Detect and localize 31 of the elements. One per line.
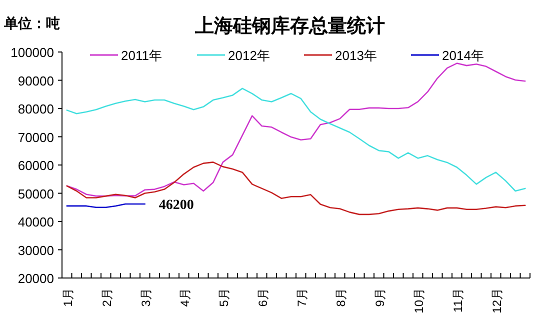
line-series [66,88,526,192]
chart-title: 上海硅钢库存总量统计 [194,15,385,37]
y-tick-label: 40000 [18,214,54,230]
legend-label: 2012年 [228,48,270,63]
y-tick-label: 100000 [10,45,54,60]
x-tick-label: 7月 [294,288,309,307]
y-tick-label: 90000 [18,73,54,88]
line-series [66,62,526,197]
x-tick-label: 2月 [100,288,114,307]
y-tick-label: 60000 [18,158,54,173]
legend-label: 2013年 [335,48,377,63]
y-tick-label: 70000 [18,130,54,145]
y-axis-title: 单位：吨 [3,15,60,31]
x-tick-label: 8月 [334,288,348,307]
y-tick-label: 20000 [18,271,54,286]
x-tick-label: 11月 [450,288,465,312]
x-tick-label: 10月 [412,288,426,314]
legend-label: 2014年 [442,48,484,63]
legend-label: 2011年 [121,48,162,63]
annotation: 46200 [158,198,194,213]
y-tick-label: 30000 [18,242,54,258]
x-tick-label: 12月 [490,288,504,314]
x-tick-label: 6月 [256,288,270,307]
x-tick-label: 5月 [216,288,231,307]
y-tick-label: 50000 [18,186,54,202]
line-series [66,162,526,216]
x-tick-label: 3月 [138,288,153,307]
x-tick-label: 9月 [372,288,387,307]
y-tick-label: 80000 [18,102,54,116]
x-tick-label: 4月 [178,288,192,307]
x-tick-label: 1月 [60,288,75,307]
